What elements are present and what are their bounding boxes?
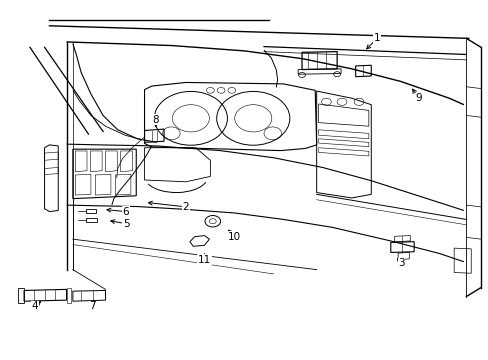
Text: 7: 7 — [89, 301, 96, 311]
Text: 10: 10 — [228, 232, 241, 242]
Text: 4: 4 — [31, 301, 38, 311]
Text: 1: 1 — [373, 33, 380, 43]
Text: 2: 2 — [183, 202, 189, 212]
Text: 6: 6 — [122, 207, 129, 217]
Text: 9: 9 — [415, 93, 422, 103]
Text: 3: 3 — [397, 258, 404, 268]
Text: 5: 5 — [122, 219, 129, 229]
Text: 8: 8 — [152, 115, 159, 125]
Text: 11: 11 — [198, 255, 211, 265]
